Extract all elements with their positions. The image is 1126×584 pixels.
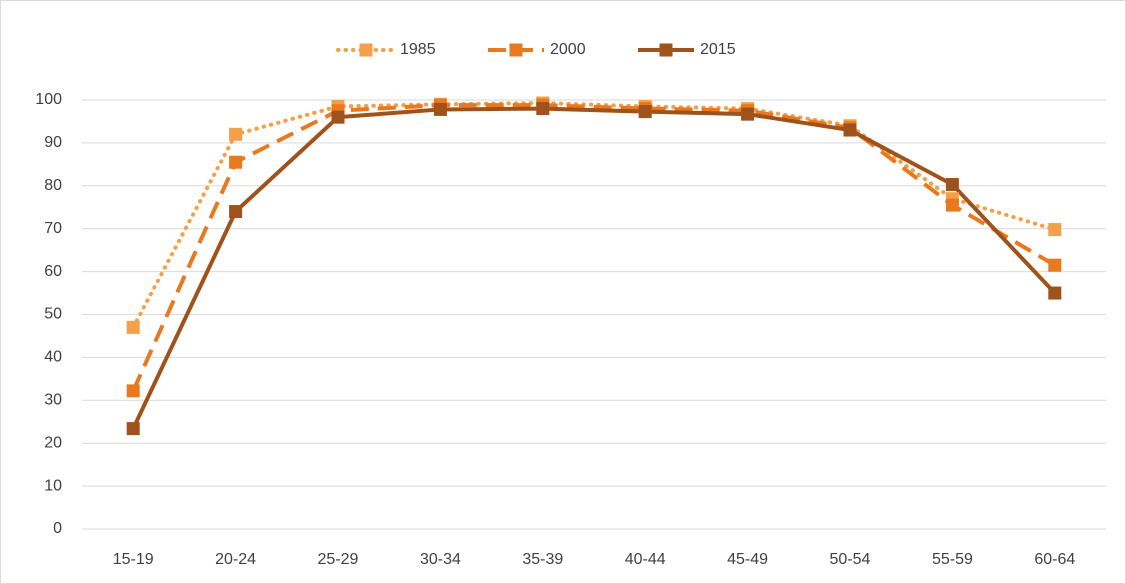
point-marker [229,155,243,169]
x-tick-label: 15-19 [113,551,154,568]
series-line [131,106,1057,430]
point-marker [1048,223,1062,237]
series-line [131,103,1056,392]
y-tick-label: 100 [35,91,62,108]
point-marker [229,127,243,141]
y-tick-label: 40 [44,349,62,366]
point-marker [229,205,243,219]
point-marker [433,102,447,116]
legend-marker [509,43,523,57]
point-marker [1048,258,1062,272]
y-tick-label: 10 [44,477,62,494]
point-marker [945,178,959,192]
point-marker [331,110,345,124]
x-tick-label: 40-44 [625,551,666,568]
point-marker [741,107,755,121]
y-tick-label: 30 [44,392,62,409]
x-tick-label: 50-54 [830,551,871,568]
x-tick-label: 25-29 [318,551,359,568]
point-marker [1048,286,1062,300]
point-marker [945,198,959,212]
point-marker [126,384,140,398]
x-tick-label: 30-34 [420,551,461,568]
legend-label: 1985 [400,41,436,58]
legend-marker [359,43,373,57]
legend-label: 2015 [700,41,736,58]
y-tick-label: 20 [44,434,62,451]
x-tick-label: 20-24 [215,551,256,568]
legend-label: 2000 [550,41,586,58]
point-marker [536,102,550,116]
point-marker [126,320,140,334]
point-marker [126,422,140,436]
y-tick-label: 90 [44,134,62,151]
y-tick-label: 80 [44,177,62,194]
point-marker [843,123,857,137]
legend-marker [659,43,673,57]
y-tick-label: 0 [53,520,62,537]
x-tick-label: 45-49 [727,551,768,568]
y-tick-label: 70 [44,220,62,237]
x-tick-label: 60-64 [1034,551,1075,568]
point-marker [638,105,652,119]
series-line [131,101,1057,330]
x-tick-label: 35-39 [522,551,563,568]
y-tick-label: 60 [44,263,62,280]
x-tick-label: 55-59 [932,551,973,568]
y-tick-label: 50 [44,306,62,323]
